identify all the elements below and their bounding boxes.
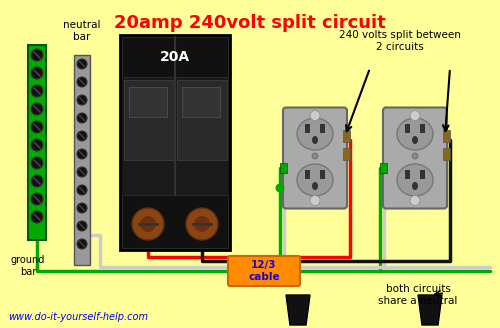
Bar [122, 37, 228, 77]
Circle shape [132, 208, 164, 240]
Circle shape [410, 111, 420, 120]
Circle shape [77, 203, 87, 213]
Bar [129, 87, 167, 117]
Circle shape [140, 216, 156, 232]
Bar [28, 45, 46, 240]
Circle shape [77, 239, 87, 249]
Circle shape [194, 216, 210, 232]
Bar [182, 87, 220, 117]
Circle shape [310, 111, 320, 120]
Circle shape [31, 85, 43, 97]
Ellipse shape [397, 118, 433, 150]
Circle shape [31, 157, 43, 169]
Circle shape [31, 211, 43, 223]
Bar [443, 130, 450, 142]
Text: 20A: 20A [160, 50, 190, 64]
Ellipse shape [397, 164, 433, 196]
Ellipse shape [297, 164, 333, 196]
Circle shape [77, 95, 87, 105]
Circle shape [77, 221, 87, 231]
Bar [405, 124, 410, 133]
Text: 12/3
cable: 12/3 cable [248, 260, 280, 282]
FancyBboxPatch shape [283, 108, 347, 209]
Circle shape [31, 121, 43, 133]
FancyBboxPatch shape [228, 256, 300, 286]
Circle shape [31, 49, 43, 61]
Circle shape [410, 195, 420, 206]
Circle shape [276, 183, 284, 193]
Circle shape [310, 195, 320, 206]
Bar [122, 195, 228, 248]
Circle shape [77, 113, 87, 123]
Circle shape [77, 167, 87, 177]
Circle shape [31, 139, 43, 151]
Polygon shape [418, 295, 442, 325]
Bar [420, 124, 425, 133]
Bar [120, 35, 230, 250]
Bar [74, 55, 90, 265]
Text: 240 volts split between
2 circuits: 240 volts split between 2 circuits [339, 30, 461, 51]
Circle shape [31, 67, 43, 79]
FancyBboxPatch shape [383, 108, 447, 209]
Circle shape [31, 103, 43, 115]
Circle shape [31, 193, 43, 205]
Bar [343, 148, 350, 160]
Circle shape [412, 153, 418, 159]
Circle shape [186, 208, 218, 240]
Bar [124, 80, 174, 160]
Circle shape [31, 175, 43, 187]
Ellipse shape [297, 118, 333, 150]
Bar [343, 130, 350, 142]
Text: neutral
bar: neutral bar [63, 20, 101, 42]
Bar [443, 148, 450, 160]
Bar [420, 170, 425, 179]
Circle shape [77, 149, 87, 159]
Bar [380, 163, 387, 173]
Text: 20amp 240volt split circuit: 20amp 240volt split circuit [114, 14, 386, 32]
Bar [320, 170, 325, 179]
Bar [280, 163, 287, 173]
Ellipse shape [412, 182, 418, 190]
Bar [177, 80, 227, 160]
Ellipse shape [312, 182, 318, 190]
Text: both circuits
share a neutral: both circuits share a neutral [378, 284, 458, 306]
Ellipse shape [412, 136, 418, 144]
Ellipse shape [312, 136, 318, 144]
Circle shape [312, 153, 318, 159]
Circle shape [77, 77, 87, 87]
Polygon shape [286, 295, 310, 325]
Circle shape [77, 131, 87, 141]
Bar [305, 124, 310, 133]
Bar [320, 124, 325, 133]
Circle shape [77, 59, 87, 69]
Circle shape [77, 185, 87, 195]
Text: www.do-it-yourself-help.com: www.do-it-yourself-help.com [8, 312, 148, 322]
Text: ground
bar: ground bar [11, 255, 45, 277]
Bar [405, 170, 410, 179]
Bar [305, 170, 310, 179]
